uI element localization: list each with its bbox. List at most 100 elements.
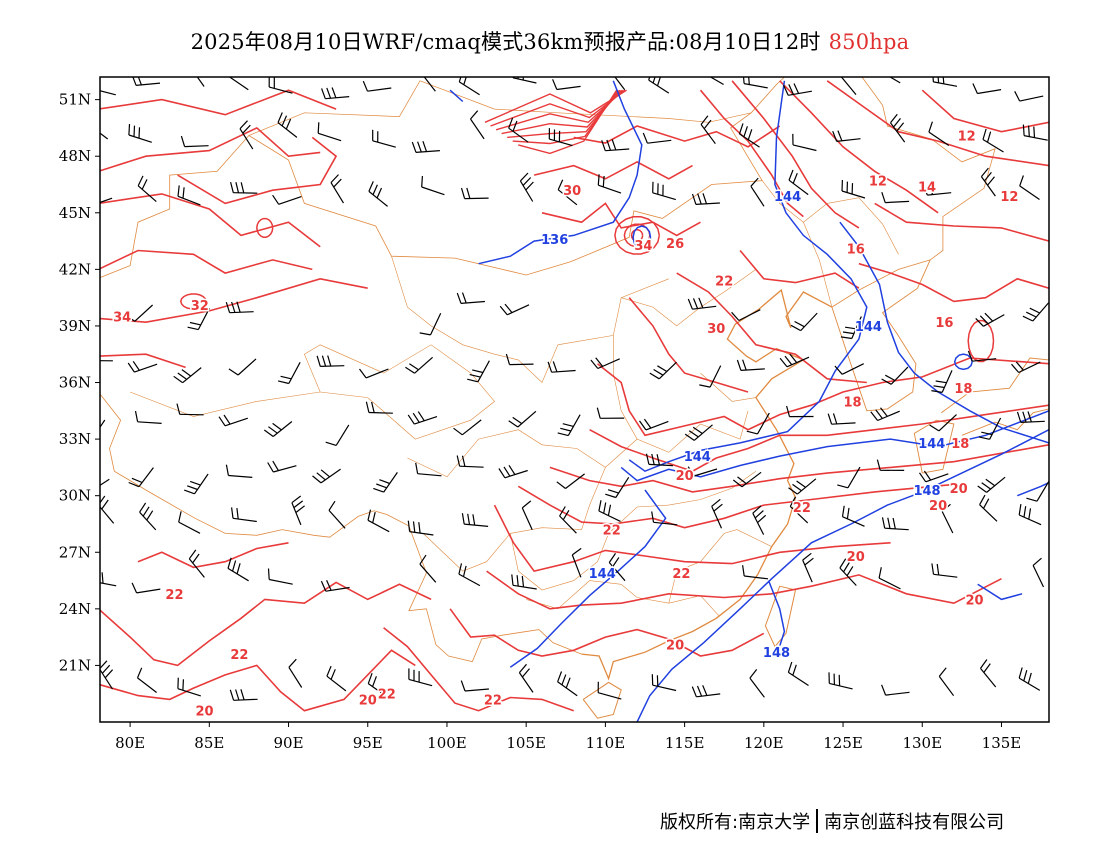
wind-barb xyxy=(230,181,258,194)
temperature-label: 30 xyxy=(707,322,725,337)
temperature-label: 16 xyxy=(935,316,953,331)
wind-barb xyxy=(700,115,716,145)
wind-barb xyxy=(128,467,154,488)
temperature-isoline xyxy=(826,80,1049,167)
temperature-isoline xyxy=(874,202,1049,242)
title-text: 2025年08月10日WRF/cmaq模式36km预报产品:08月10日12时 xyxy=(190,30,821,54)
temperature-label: 22 xyxy=(672,567,690,582)
temperature-isolines xyxy=(100,80,1049,712)
height-isoline xyxy=(628,80,868,473)
temperature-label: 12 xyxy=(1000,190,1018,205)
temperature-isoline xyxy=(137,542,289,569)
wind-barb xyxy=(1032,557,1045,588)
province-border xyxy=(803,222,833,308)
wind-barb xyxy=(419,312,442,336)
y-tick-label: 24N xyxy=(59,600,91,618)
temperature-isoline xyxy=(623,223,651,248)
wind-barb xyxy=(1018,504,1042,526)
wind-barb xyxy=(229,689,258,701)
province-border xyxy=(526,580,720,617)
province-border xyxy=(613,335,638,440)
x-tick-label: 85E xyxy=(194,734,224,752)
wind-barb xyxy=(889,77,901,84)
x-tick-label: 135E xyxy=(982,734,1022,752)
wind-barb xyxy=(596,407,625,419)
wind-barb xyxy=(100,360,113,362)
temperature-label: 20 xyxy=(965,593,983,608)
x-tick-label: 100E xyxy=(427,734,467,752)
temperature-label: 22 xyxy=(378,688,396,703)
wind-barb xyxy=(423,77,436,92)
height-label: 144 xyxy=(774,190,801,205)
temperature-isoline xyxy=(699,89,804,218)
province-border xyxy=(700,372,756,402)
wind-barb xyxy=(639,418,669,431)
wind-barb xyxy=(187,308,210,331)
wind-barb xyxy=(467,360,490,383)
y-tick-label: 51N xyxy=(59,91,91,109)
wind-barb xyxy=(498,464,528,479)
wind-barb xyxy=(456,455,484,468)
border-china-north xyxy=(100,77,996,308)
temperature-label: 22 xyxy=(793,501,811,516)
wind-barb xyxy=(505,353,534,366)
wind-barb xyxy=(408,668,433,687)
wind-barb xyxy=(608,553,626,582)
temperature-label: 22 xyxy=(230,648,248,663)
x-tick-label: 90E xyxy=(274,734,304,752)
height-isoline xyxy=(767,580,786,657)
province-border xyxy=(605,410,749,468)
wind-barb xyxy=(228,77,249,91)
height-label: 148 xyxy=(763,646,790,661)
temperature-label: 22 xyxy=(484,693,502,708)
wind-barb xyxy=(1022,124,1048,141)
temperature-isoline xyxy=(573,125,781,148)
wind-barb xyxy=(931,563,958,578)
wind-barb xyxy=(839,558,857,586)
wind-barb xyxy=(938,667,955,697)
temperature-isoline xyxy=(676,272,867,384)
temperature-isoline xyxy=(449,608,765,657)
wind-barb xyxy=(749,669,765,698)
wind-barb xyxy=(362,80,392,92)
height-isoline xyxy=(449,89,464,103)
temperature-label: 20 xyxy=(666,639,684,654)
temperature-isoline xyxy=(597,357,1049,437)
wind-barb xyxy=(508,410,537,428)
wind-barb xyxy=(932,77,958,87)
temperature-isoline xyxy=(180,293,207,310)
wind-barb xyxy=(225,464,253,478)
wind-barb xyxy=(326,665,347,692)
wind-barb xyxy=(132,77,161,86)
x-tick-label: 115E xyxy=(665,734,705,752)
wind-barb xyxy=(687,466,718,477)
wind-barb xyxy=(876,459,905,471)
wind-barb xyxy=(1022,302,1049,322)
y-tick-label: 42N xyxy=(59,260,91,278)
wind-barb xyxy=(652,181,676,201)
wind-barb xyxy=(687,297,717,310)
wind-barb xyxy=(742,77,768,89)
temperature-label: 22 xyxy=(603,524,621,539)
wind-barb xyxy=(557,179,578,206)
wind-barb xyxy=(100,197,113,204)
temperature-label: 18 xyxy=(954,382,972,397)
wind-barb xyxy=(328,500,346,529)
wind-barb xyxy=(684,424,713,441)
wind-barb xyxy=(521,500,533,531)
wind-barb xyxy=(411,141,440,153)
wind-barb xyxy=(470,110,485,140)
wind-barb xyxy=(878,567,901,590)
wind-barb xyxy=(321,87,350,100)
province-border xyxy=(761,180,899,255)
temperature-label: 20 xyxy=(676,469,694,484)
x-tick-label: 105E xyxy=(506,734,546,752)
wind-barb xyxy=(709,77,724,86)
wind-barb xyxy=(557,414,581,437)
x-tick-label: 95E xyxy=(353,734,383,752)
wind-barb xyxy=(518,663,534,693)
wind-barb xyxy=(571,547,582,578)
wind-barb xyxy=(783,83,813,96)
y-tick-label: 33N xyxy=(59,430,91,448)
wind-barb xyxy=(980,167,996,197)
